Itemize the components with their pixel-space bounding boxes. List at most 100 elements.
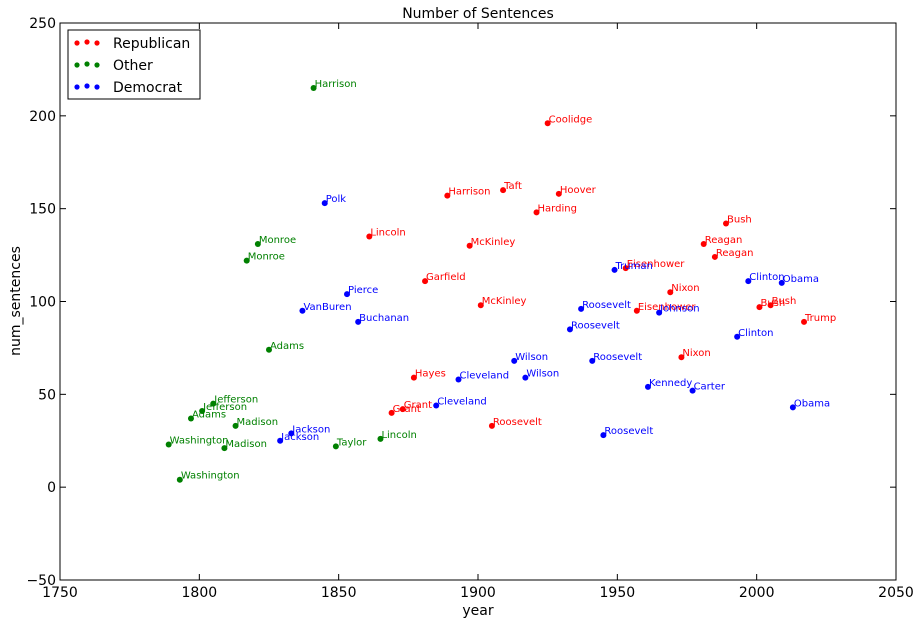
point-label: Reagan [716, 248, 754, 259]
point-label: VanBuren [303, 302, 351, 313]
data-point [544, 120, 551, 127]
data-point [622, 265, 629, 272]
data-point [176, 476, 183, 483]
point-label: Monroe [248, 252, 285, 263]
data-point [678, 354, 685, 361]
point-label: Lincoln [381, 430, 416, 441]
data-point [555, 190, 562, 197]
point-label: Cleveland [437, 396, 487, 407]
legend-marker [74, 84, 80, 90]
data-point [767, 302, 774, 309]
y-tick-label: 200 [29, 109, 56, 125]
data-point [466, 242, 473, 249]
data-point [366, 233, 373, 240]
data-point [444, 192, 451, 199]
data-point [410, 374, 417, 381]
point-label: Truman [615, 261, 653, 272]
point-label: McKinley [471, 237, 516, 248]
data-point [310, 84, 317, 91]
legend-label: Other [113, 58, 153, 74]
data-point [522, 374, 529, 381]
data-point [723, 220, 730, 227]
data-point [377, 435, 384, 442]
point-label: Eisenhower [638, 302, 697, 313]
legend-item: Republican [74, 36, 190, 52]
y-tick-label: −50 [26, 573, 56, 589]
data-point [321, 200, 328, 207]
point-label: Harrison [315, 79, 357, 90]
data-point [243, 257, 250, 264]
data-point [422, 278, 429, 285]
legend-item: Other [74, 58, 153, 74]
point-label: Polk [326, 194, 347, 205]
data-point [689, 387, 696, 394]
data-point [511, 357, 518, 364]
point-label: Trump [804, 313, 836, 324]
legend-item: Democrat [74, 80, 183, 96]
data-point [578, 305, 585, 312]
point-label: Bush [760, 298, 785, 309]
data-point [455, 376, 462, 383]
point-label: Roosevelt [571, 320, 620, 331]
legend-marker [94, 40, 100, 46]
point-label: Carter [694, 382, 726, 393]
point-label: Roosevelt [593, 352, 642, 363]
point-label: Kennedy [649, 378, 692, 389]
data-point [199, 408, 206, 415]
point-label: Lincoln [370, 228, 405, 239]
point-label: Madison [237, 417, 279, 428]
point-label: Roosevelt [582, 300, 631, 311]
point-label: Grant [393, 404, 421, 415]
point-label: Hoover [560, 185, 597, 196]
y-tick-label: 250 [29, 16, 56, 32]
point-label: Taylor [336, 437, 367, 448]
point-label: Clinton [738, 328, 773, 339]
data-point [332, 443, 339, 450]
point-label: Pierce [348, 285, 378, 296]
point-label: Roosevelt [493, 417, 542, 428]
legend-label: Democrat [113, 80, 183, 96]
point-label: Adams [270, 341, 304, 352]
data-point [210, 400, 217, 407]
data-point [700, 240, 707, 247]
data-point [277, 437, 284, 444]
point-label: Madison [225, 439, 267, 450]
data-point [734, 333, 741, 340]
x-tick-label: 1800 [182, 585, 218, 601]
point-label: Washington [181, 471, 240, 482]
point-label: Johnson [659, 304, 699, 315]
point-label: Bush [772, 296, 797, 307]
x-tick-label: 1750 [42, 585, 78, 601]
legend-marker [94, 84, 100, 90]
data-point [355, 318, 362, 325]
data-point [232, 422, 239, 429]
legend-marker [84, 39, 90, 45]
point-label: Buchanan [359, 313, 409, 324]
point-label: Hayes [415, 369, 446, 380]
data-point [266, 346, 272, 353]
point-label: Cleveland [459, 370, 509, 381]
point-label: McKinley [482, 296, 527, 307]
point-label: Nixon [682, 348, 710, 359]
data-point [165, 441, 172, 448]
legend: Republican Other Democrat [67, 29, 201, 100]
data-point [745, 278, 752, 285]
data-point [756, 304, 763, 311]
data-point [789, 404, 796, 411]
y-tick-label: 100 [29, 295, 56, 311]
point-label: Jackson [291, 424, 330, 435]
point-label: Coolidge [549, 114, 593, 125]
data-point [388, 409, 395, 416]
point-label: Reagan [705, 235, 743, 246]
data-point [711, 253, 718, 260]
data-point [254, 240, 261, 247]
x-tick-label: 1900 [460, 585, 496, 601]
point-label: Adams [192, 409, 226, 420]
legend-marker [94, 62, 100, 68]
data-point [778, 279, 785, 286]
data-point [801, 318, 808, 325]
y-tick-label: 50 [38, 387, 56, 403]
point-label: Wilson [515, 352, 548, 363]
data-point [299, 307, 306, 314]
